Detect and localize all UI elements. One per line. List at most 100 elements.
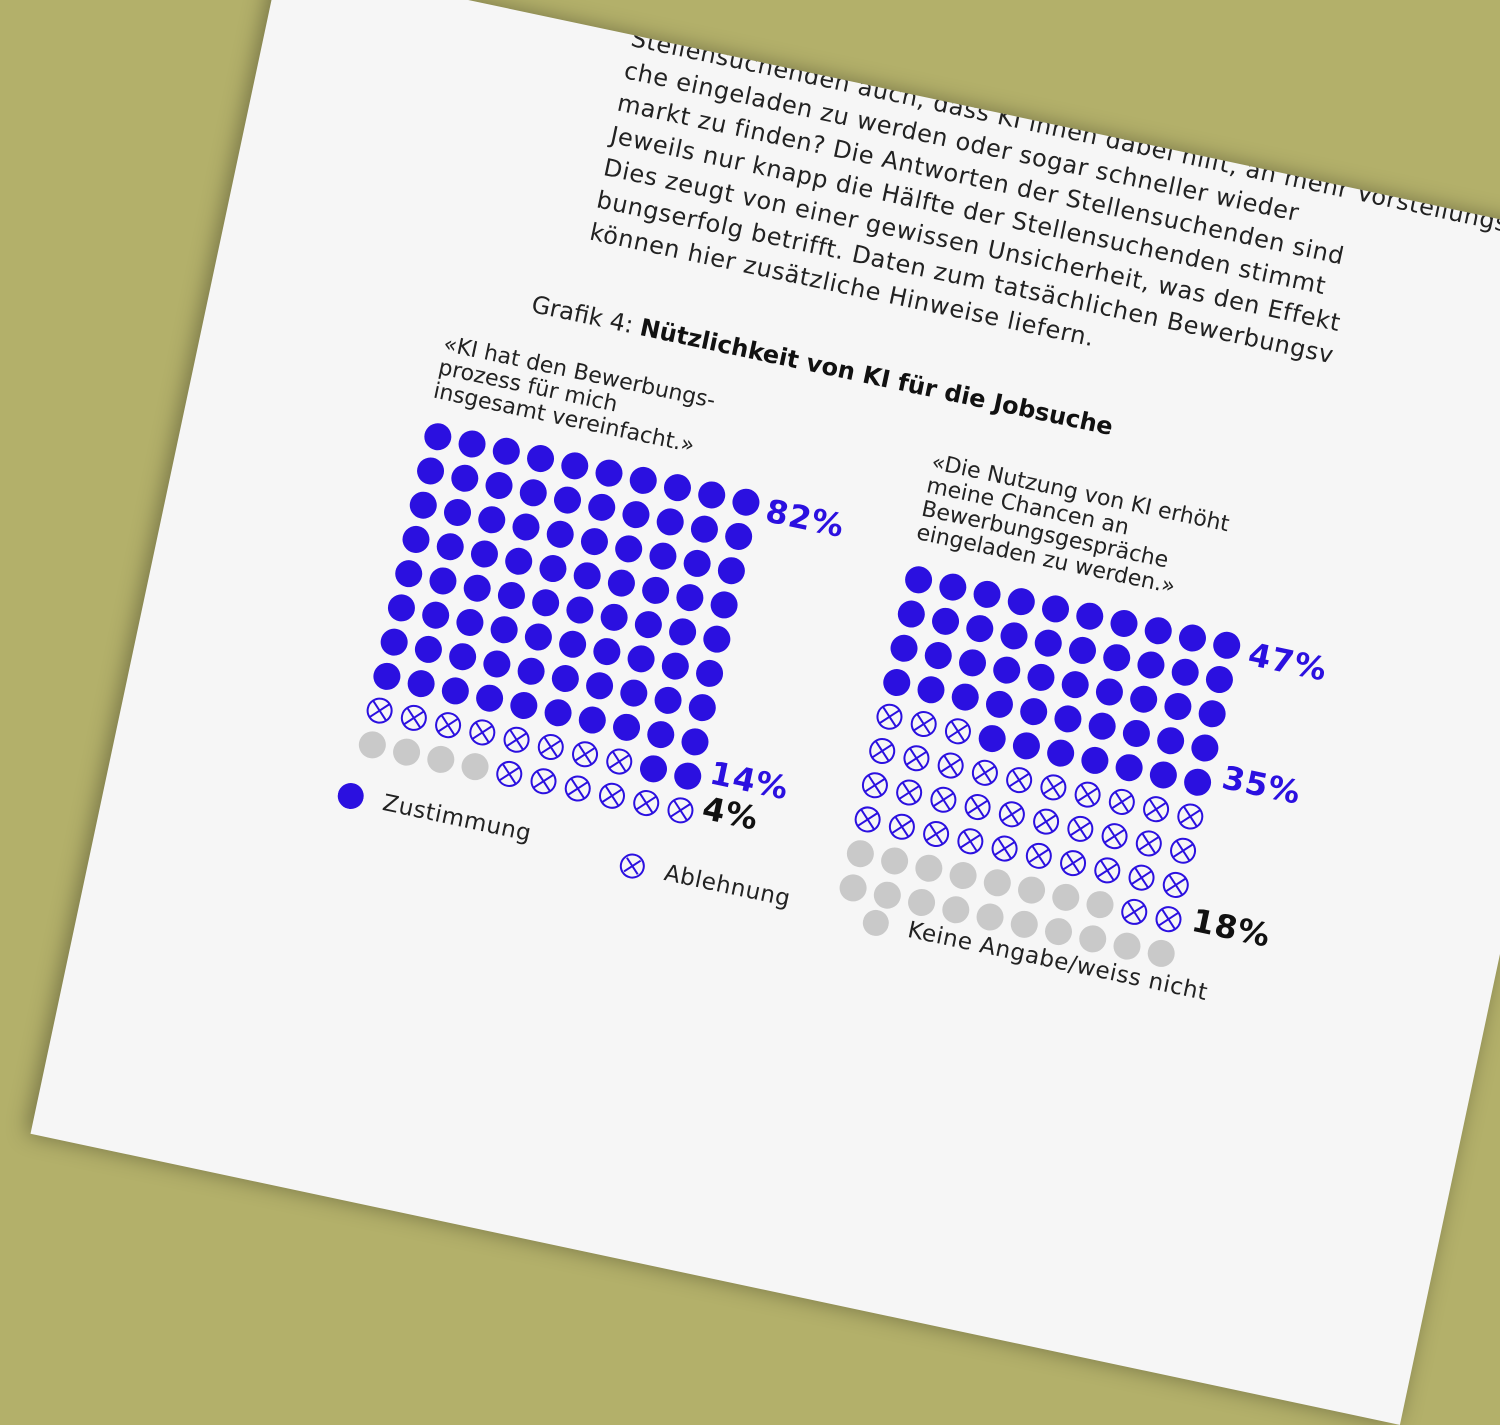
waffle-dot-agree xyxy=(1054,705,1082,733)
waffle-dot-no-answer xyxy=(976,903,1004,931)
waffle-dot-agree xyxy=(905,566,933,594)
waffle-dot-disagree xyxy=(633,790,660,817)
waffle-dot-disagree xyxy=(537,733,564,760)
waffle-dot-disagree xyxy=(1177,803,1204,830)
filled-circle-icon xyxy=(337,782,364,809)
waffle-dot-agree xyxy=(1137,651,1165,679)
waffle-dot-agree xyxy=(497,582,525,610)
waffle-dot-no-answer xyxy=(881,847,909,875)
waffle-dot-no-answer xyxy=(983,869,1011,897)
waffle-dot-agree xyxy=(1115,754,1143,782)
waffle-dot-disagree xyxy=(1067,815,1094,842)
waffle-dot-no-answer xyxy=(942,896,970,924)
waffle-dot-agree xyxy=(985,690,1013,718)
waffle-dot-no-answer xyxy=(846,840,874,868)
waffle-dot-agree xyxy=(897,600,925,628)
waffle-dot-agree xyxy=(1103,644,1131,672)
waffle-dot-agree xyxy=(683,549,711,577)
waffle-dot-agree xyxy=(1007,588,1035,616)
waffle-dot-agree xyxy=(395,560,423,588)
waffle-dot-agree xyxy=(476,684,504,712)
waffle-dot-agree xyxy=(505,547,533,575)
waffle-dot-disagree xyxy=(944,718,971,745)
waffle-dot-agree xyxy=(607,569,635,597)
waffle-dot-disagree xyxy=(1128,864,1155,891)
waffle-dot-agree xyxy=(649,542,677,570)
waffle-dot-agree xyxy=(681,728,709,756)
waffle-dot-agree xyxy=(512,513,540,541)
waffle-dot-disagree xyxy=(896,779,923,806)
waffle-dot-agree xyxy=(1164,692,1192,720)
waffle-dot-no-answer xyxy=(358,731,386,759)
waffle-dot-agree xyxy=(551,665,579,693)
waffle-dot-agree xyxy=(698,481,726,509)
waffle-dot-agree xyxy=(573,562,601,590)
waffle-dot-agree xyxy=(939,573,967,601)
waffle-dot-agree xyxy=(717,557,745,585)
waffle-dot-agree xyxy=(566,596,594,624)
chart-2-waffle xyxy=(839,566,1241,967)
waffle-dot-agree xyxy=(690,515,718,543)
waffle-dot-disagree xyxy=(888,813,915,840)
waffle-dot-agree xyxy=(1012,732,1040,760)
waffle-dot-agree xyxy=(725,522,753,550)
waffle-dot-agree xyxy=(559,630,587,658)
waffle-dot-agree xyxy=(519,479,547,507)
waffle-dot-disagree xyxy=(869,737,896,764)
waffle-dot-agree xyxy=(883,669,911,697)
waffle-dot-disagree xyxy=(991,835,1018,862)
waffle-dot-no-answer xyxy=(1147,939,1175,967)
legend-item-no-answer: Keine Angabe/weiss nicht xyxy=(860,908,1210,1006)
waffle-dot-agree xyxy=(710,591,738,619)
waffle-dot-no-answer xyxy=(908,888,936,916)
waffle-dot-agree xyxy=(517,657,545,685)
waffle-dot-agree xyxy=(647,721,675,749)
waffle-dot-agree xyxy=(539,555,567,583)
waffle-dot-no-answer xyxy=(1113,932,1141,960)
chart-1-agree-label: 82% xyxy=(762,491,849,546)
document-page: che eingeladen zu werden oder sogar schn… xyxy=(30,0,1500,1425)
waffle-dot-agree xyxy=(553,486,581,514)
legend-item-agree: Zustimmung xyxy=(335,781,534,847)
waffle-dot-agree xyxy=(458,430,486,458)
waffle-dot-disagree xyxy=(469,719,496,746)
waffle-dot-no-answer xyxy=(1045,918,1073,946)
waffle-dot-agree xyxy=(993,656,1021,684)
waffle-dot-agree xyxy=(595,459,623,487)
waffle-dot-disagree xyxy=(1108,788,1135,815)
crossed-circle-icon xyxy=(619,853,645,879)
waffle-dot-agree xyxy=(732,488,760,516)
waffle-dot-agree xyxy=(890,634,918,662)
waffle-dot-disagree xyxy=(1006,767,1033,794)
waffle-dot-disagree xyxy=(930,786,957,813)
waffle-dot-agree xyxy=(532,589,560,617)
waffle-dot-agree xyxy=(613,713,641,741)
waffle-dot-agree xyxy=(580,528,608,556)
waffle-dot-agree xyxy=(478,506,506,534)
waffle-dot-agree xyxy=(422,601,450,629)
waffle-dot-agree xyxy=(676,584,704,612)
waffle-dot-agree xyxy=(1095,678,1123,706)
waffle-dot-agree xyxy=(634,611,662,639)
waffle-dot-disagree xyxy=(1170,837,1197,864)
body-paragraph: che eingeladen zu werden oder sogar schn… xyxy=(587,54,1500,435)
figure-label: Grafik 4: xyxy=(529,290,636,340)
waffle-dot-agree xyxy=(1149,761,1177,789)
waffle-dot-agree xyxy=(417,457,445,485)
waffle-dot-agree xyxy=(1061,671,1089,699)
waffle-dot-agree xyxy=(1042,595,1070,623)
waffle-dot-agree xyxy=(627,645,655,673)
waffle-dot-agree xyxy=(656,508,684,536)
waffle-dot-agree xyxy=(1130,685,1158,713)
waffle-dot-agree xyxy=(1020,698,1048,726)
waffle-dot-agree xyxy=(1171,658,1199,686)
waffle-dot-agree xyxy=(917,676,945,704)
waffle-dot-disagree xyxy=(964,794,991,821)
waffle-dot-agree xyxy=(578,706,606,734)
waffle-dot-agree xyxy=(380,628,408,656)
waffle-dot-disagree xyxy=(1060,850,1087,877)
waffle-dot-disagree xyxy=(435,712,462,739)
waffle-dot-agree xyxy=(1000,622,1028,650)
waffle-dot-agree xyxy=(444,498,472,526)
waffle-dot-disagree xyxy=(1162,871,1189,898)
